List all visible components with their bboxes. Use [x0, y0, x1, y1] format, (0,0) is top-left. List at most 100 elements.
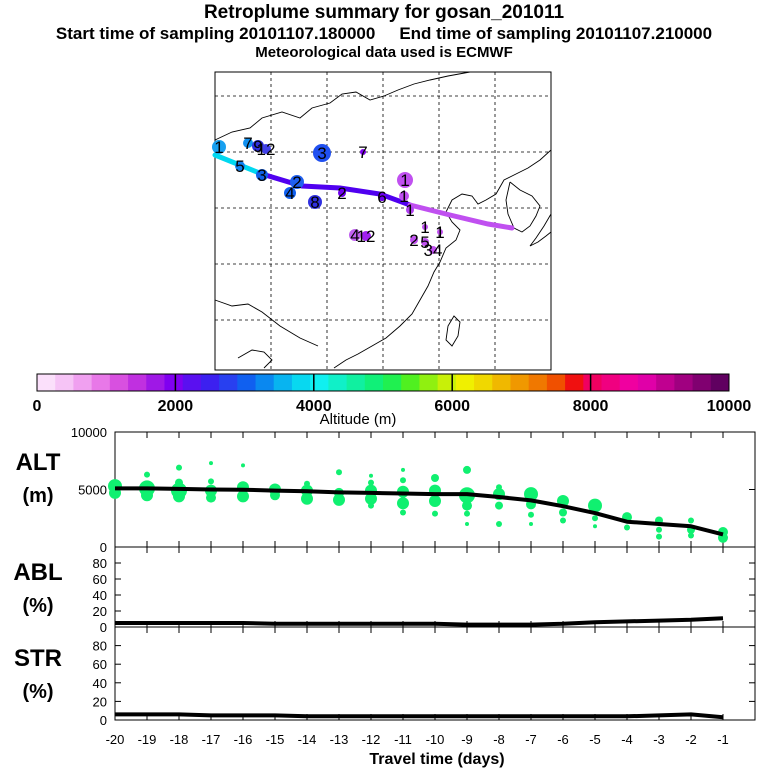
coastline-japan [529, 213, 552, 247]
scatter-point [688, 517, 694, 524]
scatter-point [593, 524, 597, 529]
scatter-point [270, 490, 280, 501]
x-tick-label: -3 [653, 732, 665, 747]
y-tick-label: 0 [100, 540, 107, 555]
scatter-point [176, 464, 182, 471]
map-marker-dot [349, 229, 361, 241]
x-tick-label: -19 [138, 732, 157, 747]
map-marker-label: 8 [310, 193, 319, 212]
scatter-point [144, 471, 150, 478]
map-marker-dot [397, 172, 413, 188]
map-marker-label: 12 [357, 227, 376, 246]
colorbar-swatch [37, 374, 56, 391]
map-marker-label: 4 [350, 226, 359, 245]
colorbar-tick-label: 0 [33, 398, 42, 415]
coastline-north [214, 71, 471, 141]
map-marker-dot [361, 231, 371, 241]
met-data-note: Meteorological data used is ECMWF [255, 44, 513, 61]
scatter-point [464, 510, 470, 517]
y-tick-label: 5000 [78, 483, 107, 498]
colorbar-swatch [128, 374, 147, 391]
colorbar-swatch [583, 374, 603, 391]
coastline-hainan [237, 349, 273, 369]
map-marker-dot [410, 236, 418, 244]
map-marker-dot [284, 187, 296, 199]
map-marker-dot [406, 206, 414, 214]
map-marker-dot [338, 189, 346, 197]
chart-title: Retroplume summary for gosan_201011 [203, 2, 565, 23]
colorbar-swatches [37, 374, 730, 391]
y-tick-label: 20 [93, 604, 107, 619]
y-tick-label: 0 [100, 620, 107, 635]
colorbar-swatch [546, 374, 566, 391]
x-tick-label: -20 [106, 732, 125, 747]
colorbar-swatch [492, 374, 511, 391]
y-tick-label: 40 [93, 676, 107, 691]
scatter-point [209, 461, 213, 466]
colorbar-tick-label: 2000 [158, 398, 194, 415]
colorbar-swatch [109, 374, 129, 391]
panel-alt: 10000 5000 0 ALT (m) [16, 425, 756, 555]
scatter-point [524, 487, 538, 502]
x-tick-label: -16 [234, 732, 253, 747]
y-tick-label: 40 [93, 588, 107, 603]
colorbar-swatch [637, 374, 657, 391]
colorbar-swatch [692, 374, 712, 391]
y-axis-title: ABL [13, 559, 62, 586]
colorbar-swatch [310, 374, 329, 391]
colorbar-swatch [710, 374, 730, 391]
colorbar-swatch [55, 374, 74, 391]
colorbar-swatch [164, 374, 184, 391]
scatter-point [241, 463, 245, 468]
colorbar-tick-label: 10000 [707, 398, 752, 415]
coastline-taiwan [445, 315, 461, 347]
colorbar-ticks: 0 2000 4000 6000 8000 10000 [33, 374, 752, 415]
coastline-korea [505, 181, 541, 233]
colorbar-swatch [273, 374, 293, 391]
x-axis-label: Travel time (days) [369, 751, 504, 768]
x-tick-label: -10 [426, 732, 445, 747]
colorbar-frame [36, 373, 730, 392]
x-tick-label: -13 [330, 732, 349, 747]
map-marker-label: 3 [317, 144, 326, 163]
map-marker-label: 7 [358, 143, 367, 162]
y-axis-title: ALT [16, 449, 61, 476]
map-marker-dot [429, 246, 437, 254]
scatter-point [301, 492, 313, 505]
colorbar-swatch [619, 374, 639, 391]
x-tick-label: -5 [589, 732, 601, 747]
colorbar-swatch [383, 374, 402, 391]
scatter-point [206, 492, 216, 503]
map-marker-label: 5 [420, 233, 429, 252]
scatter-point [559, 508, 567, 517]
coastline-east-china [333, 149, 552, 369]
scatter-point [656, 526, 662, 533]
scatter-point [397, 497, 409, 510]
y-axis-unit: (m) [22, 485, 53, 507]
y-tick-label: 60 [93, 572, 107, 587]
y-tick-label: 60 [93, 657, 107, 672]
colorbar-swatch [237, 374, 257, 391]
panel-frame [114, 626, 756, 721]
scatter-point [429, 495, 441, 507]
map-marker-dot [261, 144, 271, 154]
x-tick-label: -17 [202, 732, 221, 747]
y-tick-label: 80 [93, 556, 107, 571]
x-tick-label: -18 [170, 732, 189, 747]
scatter-point [529, 522, 533, 526]
scatter-point [688, 532, 694, 539]
colorbar-swatch [401, 374, 420, 391]
map-marker-label: 1 [399, 187, 408, 206]
colorbar-swatch [437, 374, 457, 391]
scatter-point [336, 469, 342, 476]
scatter-point [400, 509, 406, 516]
x-tick-label: -11 [394, 732, 412, 747]
scatter-point [173, 490, 185, 503]
map-marker-dot [290, 175, 304, 189]
map-marker-label: 1 [420, 218, 429, 237]
colorbar-tick-label: 8000 [573, 398, 609, 415]
x-tick-label: -9 [461, 732, 473, 747]
map-marker-dot [313, 144, 331, 162]
x-tick-label: -2 [685, 732, 697, 747]
map-marker-dot [378, 193, 386, 201]
